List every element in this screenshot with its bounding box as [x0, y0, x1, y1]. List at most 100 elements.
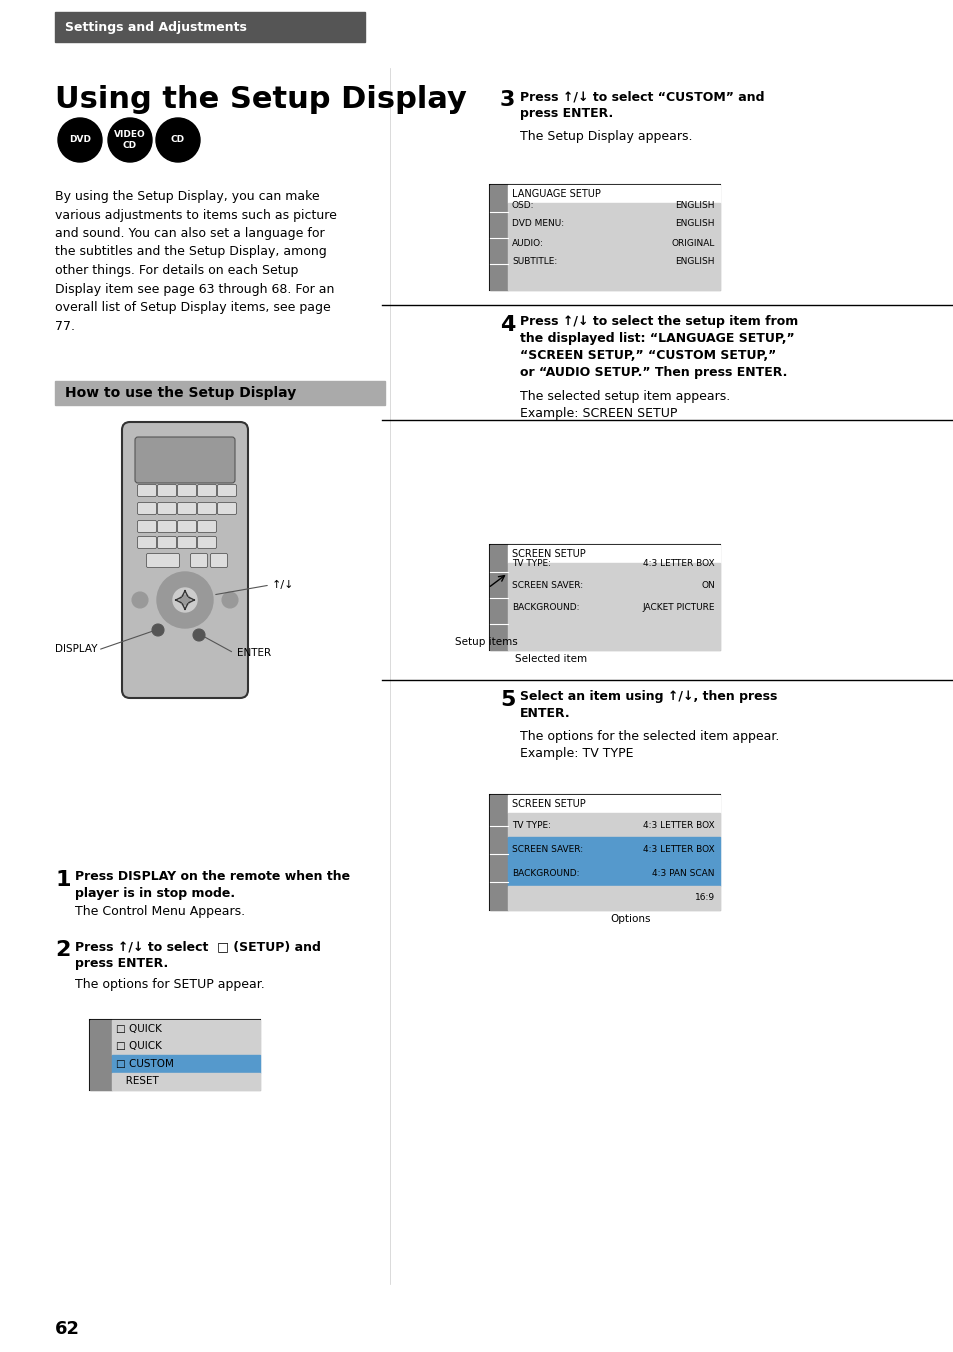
Text: 4:3 LETTER BOX: 4:3 LETTER BOX — [642, 558, 714, 568]
Bar — [507, 813, 720, 837]
Bar — [490, 795, 507, 910]
Bar — [490, 185, 720, 289]
FancyBboxPatch shape — [177, 537, 196, 549]
FancyBboxPatch shape — [137, 503, 156, 515]
Circle shape — [132, 592, 148, 608]
Circle shape — [180, 595, 190, 604]
Bar — [507, 861, 720, 886]
Text: Press ↑/↓ to select  □ (SETUP) and
press ENTER.: Press ↑/↓ to select □ (SETUP) and press … — [75, 940, 320, 969]
Bar — [490, 185, 507, 289]
Text: Press DISPLAY on the remote when the
player is in stop mode.: Press DISPLAY on the remote when the pla… — [75, 869, 350, 900]
Text: □ CUSTOM: □ CUSTOM — [116, 1059, 173, 1068]
Text: □ QUICK: □ QUICK — [116, 1023, 162, 1034]
FancyBboxPatch shape — [157, 484, 176, 496]
FancyBboxPatch shape — [135, 437, 234, 483]
Text: 4: 4 — [499, 315, 515, 335]
Text: DISPLAY: DISPLAY — [55, 644, 97, 654]
Text: The options for the selected item appear.
Example: TV TYPE: The options for the selected item appear… — [519, 730, 779, 760]
Circle shape — [152, 625, 164, 635]
Bar — [112, 1072, 260, 1090]
Text: Selected item: Selected item — [515, 654, 586, 664]
Bar — [507, 562, 720, 650]
FancyBboxPatch shape — [217, 484, 236, 496]
Text: Press ↑/↓ to select the setup item from
the displayed list: “LANGUAGE SETUP,”
“S: Press ↑/↓ to select the setup item from … — [519, 315, 798, 379]
Text: SCREEN SETUP: SCREEN SETUP — [512, 799, 585, 808]
Bar — [55, 12, 365, 42]
Text: 4:3 LETTER BOX: 4:3 LETTER BOX — [642, 821, 714, 830]
Text: The selected setup item appears.
Example: SCREEN SETUP: The selected setup item appears. Example… — [519, 389, 729, 420]
FancyBboxPatch shape — [197, 537, 216, 549]
Text: BACKGROUND:: BACKGROUND: — [512, 869, 578, 879]
Bar — [112, 1037, 260, 1055]
Text: By using the Setup Display, you can make
various adjustments to items such as pi: By using the Setup Display, you can make… — [55, 191, 336, 333]
FancyBboxPatch shape — [157, 503, 176, 515]
Text: ENTER: ENTER — [236, 648, 271, 658]
FancyBboxPatch shape — [177, 484, 196, 496]
Bar — [507, 545, 720, 562]
FancyBboxPatch shape — [137, 484, 156, 496]
Text: 4:3 PAN SCAN: 4:3 PAN SCAN — [652, 869, 714, 879]
Text: Settings and Adjustments: Settings and Adjustments — [65, 20, 247, 34]
Bar — [507, 203, 720, 289]
Bar — [490, 545, 507, 650]
Bar — [507, 837, 720, 861]
Text: Using the Setup Display: Using the Setup Display — [55, 85, 466, 114]
Circle shape — [222, 592, 237, 608]
Circle shape — [193, 629, 205, 641]
Circle shape — [58, 118, 102, 162]
Text: BACKGROUND:: BACKGROUND: — [512, 603, 578, 611]
Text: VIDEO
CD: VIDEO CD — [114, 130, 146, 150]
Circle shape — [156, 118, 200, 162]
Text: SCREEN SAVER:: SCREEN SAVER: — [512, 845, 582, 854]
Text: LANGUAGE SETUP: LANGUAGE SETUP — [512, 189, 600, 199]
Text: 1: 1 — [55, 869, 71, 890]
Text: DVD MENU:: DVD MENU: — [512, 219, 563, 228]
Text: 16:9: 16:9 — [694, 894, 714, 902]
Text: The Setup Display appears.: The Setup Display appears. — [519, 130, 692, 143]
Text: JACKET PICTURE: JACKET PICTURE — [641, 603, 714, 611]
Text: Options: Options — [609, 914, 650, 923]
Bar — [507, 185, 720, 203]
Text: OSD:: OSD: — [512, 200, 534, 210]
Text: AUDIO:: AUDIO: — [512, 238, 543, 247]
Text: TV TYPE:: TV TYPE: — [512, 558, 551, 568]
Text: ENGLISH: ENGLISH — [675, 219, 714, 228]
Text: The options for SETUP appear.: The options for SETUP appear. — [75, 977, 265, 991]
FancyBboxPatch shape — [197, 521, 216, 533]
Text: ↑/↓: ↑/↓ — [272, 580, 294, 589]
FancyBboxPatch shape — [157, 521, 176, 533]
Text: Setup items: Setup items — [455, 637, 517, 648]
Text: □ QUICK: □ QUICK — [116, 1041, 162, 1052]
Text: 62: 62 — [55, 1320, 80, 1338]
Text: How to use the Setup Display: How to use the Setup Display — [65, 387, 296, 400]
Text: ON: ON — [700, 580, 714, 589]
FancyBboxPatch shape — [177, 503, 196, 515]
Bar — [507, 795, 720, 813]
Text: Press ↑/↓ to select “CUSTOM” and
press ENTER.: Press ↑/↓ to select “CUSTOM” and press E… — [519, 91, 763, 120]
Text: DVD: DVD — [69, 135, 91, 145]
Bar — [112, 1055, 260, 1072]
Bar — [490, 795, 720, 910]
Text: 2: 2 — [55, 940, 71, 960]
Bar — [90, 1019, 112, 1090]
Text: Select an item using ↑/↓, then press
ENTER.: Select an item using ↑/↓, then press ENT… — [519, 690, 777, 721]
Circle shape — [157, 572, 213, 627]
FancyBboxPatch shape — [137, 521, 156, 533]
Circle shape — [108, 118, 152, 162]
Text: 5: 5 — [499, 690, 515, 710]
FancyBboxPatch shape — [197, 503, 216, 515]
FancyBboxPatch shape — [211, 553, 227, 568]
Text: ENGLISH: ENGLISH — [675, 200, 714, 210]
Bar — [55, 381, 385, 406]
Text: SUBTITLE:: SUBTITLE: — [512, 257, 557, 266]
Circle shape — [172, 588, 196, 612]
Text: SCREEN SAVER:: SCREEN SAVER: — [512, 580, 582, 589]
Text: CD: CD — [171, 135, 185, 145]
Bar — [507, 886, 720, 910]
FancyBboxPatch shape — [147, 553, 179, 568]
FancyBboxPatch shape — [217, 503, 236, 515]
FancyBboxPatch shape — [197, 484, 216, 496]
Text: ENGLISH: ENGLISH — [675, 257, 714, 266]
Text: 3: 3 — [499, 91, 515, 110]
Text: ORIGINAL: ORIGINAL — [671, 238, 714, 247]
